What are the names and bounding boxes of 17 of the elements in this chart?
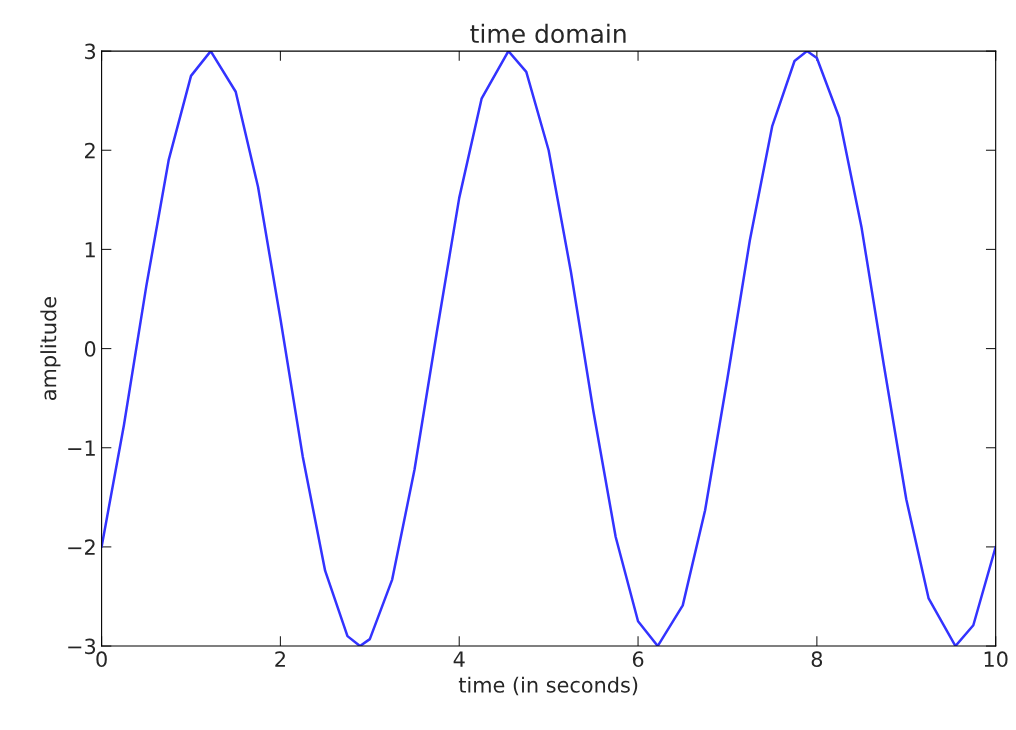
y-tick-label: −1 <box>68 440 95 456</box>
chart-title: time domain <box>470 23 626 44</box>
y-tick-label: 3 <box>85 43 96 60</box>
line-series <box>101 51 996 647</box>
x-tick-label: 4 <box>453 651 465 667</box>
x-tick-label: 8 <box>811 651 823 668</box>
y-tick-label: 1 <box>85 242 95 258</box>
x-tick-label: 2 <box>275 651 285 667</box>
y-tick-label: 0 <box>84 341 96 357</box>
y-tick-label: 2 <box>85 142 95 159</box>
y-tick-label: −3 <box>68 638 96 655</box>
y-tick-label: −2 <box>68 539 95 555</box>
x-tick-label: 0 <box>96 651 107 668</box>
y-axis-title: amplitude <box>40 297 61 400</box>
x-tick-label: 6 <box>632 651 644 668</box>
x-tick-label: 10 <box>984 651 1008 668</box>
x-axis-title: time (in seconds) <box>458 676 638 696</box>
